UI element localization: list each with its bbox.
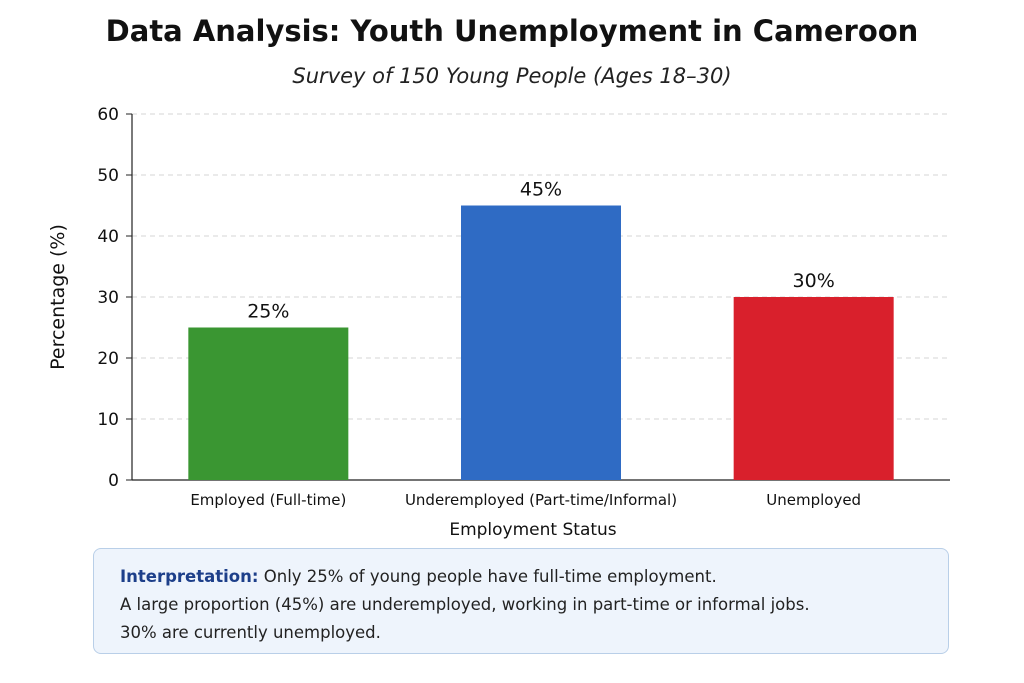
bar: [461, 205, 621, 480]
bar: [188, 327, 349, 480]
interpretation-box: Interpretation: Only 25% of young people…: [93, 548, 949, 654]
interpretation-lead: Interpretation:: [120, 567, 259, 586]
interpretation-line-2: A large proportion (45%) are underemploy…: [120, 595, 810, 614]
x-tick-label: Unemployed: [766, 491, 861, 509]
bar: [733, 297, 894, 480]
y-tick-label: 60: [97, 105, 119, 125]
y-tick-label: 20: [97, 349, 119, 369]
data-label: 45%: [520, 179, 562, 201]
y-tick-label: 0: [108, 471, 119, 491]
data-label: 30%: [793, 270, 835, 292]
bar-chart: Percentage (%) Employment Status 0 10 20 30…: [47, 105, 950, 540]
interpretation-text-1: Only 25% of young people have full-time …: [263, 567, 717, 586]
y-axis-label: Percentage (%): [47, 224, 69, 370]
y-tick-label: 40: [97, 227, 119, 247]
x-tick-label: Underemployed (Part-time/Informal): [405, 491, 677, 509]
x-axis-label: Employment Status: [449, 520, 616, 540]
x-tick-label: Employed (Full-time): [190, 491, 346, 509]
y-tick-label: 10: [97, 410, 119, 430]
interpretation-line-3: 30% are currently unemployed.: [120, 623, 381, 642]
interpretation-line-1: Interpretation: Only 25% of young people…: [120, 563, 922, 591]
chart-title: Data Analysis: Youth Unemployment in Cam…: [105, 14, 919, 48]
chart-subtitle: Survey of 150 Young People (Ages 18–30): [292, 64, 732, 88]
y-tick-label: 50: [97, 166, 119, 186]
data-label: 25%: [247, 301, 289, 323]
y-tick-label: 30: [97, 288, 119, 308]
